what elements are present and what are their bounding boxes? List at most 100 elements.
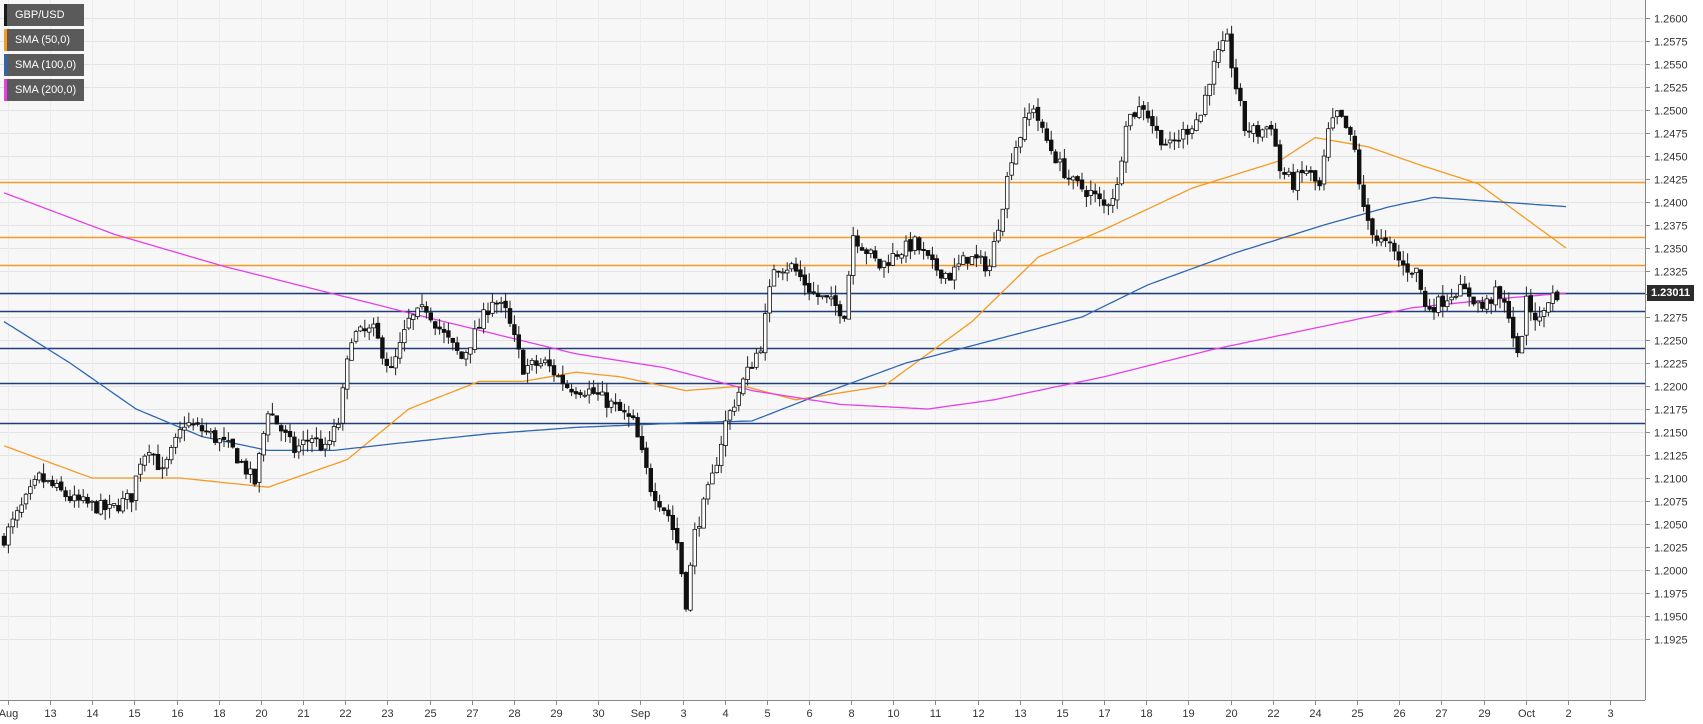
candle xyxy=(424,301,429,319)
candle-body xyxy=(415,307,420,317)
candle xyxy=(1471,296,1476,307)
candle-body xyxy=(622,410,627,413)
candle xyxy=(622,403,627,420)
candle xyxy=(1084,185,1089,207)
candle-body xyxy=(859,247,865,251)
candle xyxy=(340,384,345,431)
candle xyxy=(14,506,20,528)
candle xyxy=(437,318,442,335)
candle-body xyxy=(1537,316,1542,322)
legend-item-sma200[interactable]: SMA (200,0) xyxy=(4,79,85,101)
candle xyxy=(767,279,772,323)
candle xyxy=(292,431,297,459)
candle-body xyxy=(1229,33,1234,69)
candle-body xyxy=(353,331,359,342)
candle-body xyxy=(974,254,979,259)
candle-body xyxy=(1057,158,1063,163)
candle-body xyxy=(98,500,103,515)
candle-body xyxy=(802,274,807,286)
candle xyxy=(789,261,794,272)
candle-body xyxy=(446,330,451,338)
candle xyxy=(120,490,125,514)
candle xyxy=(252,468,257,487)
candle xyxy=(749,361,755,369)
y-tick-label: 1.1950 xyxy=(1654,612,1688,624)
candle-body xyxy=(631,415,636,419)
legend-item-gbpusd[interactable]: GBP/USD xyxy=(4,4,85,26)
candle-body xyxy=(512,324,517,336)
candle-body xyxy=(318,438,323,451)
candle xyxy=(1511,306,1516,348)
candle xyxy=(1031,105,1036,119)
candle-body xyxy=(824,295,829,298)
y-tick-label: 1.2450 xyxy=(1654,152,1688,164)
candle-body xyxy=(881,260,887,268)
candle-body xyxy=(336,423,341,429)
candle-body xyxy=(19,504,24,513)
candle-body xyxy=(701,498,706,529)
y-tick-label: 1.2325 xyxy=(1654,267,1688,279)
candle xyxy=(1229,25,1234,78)
candle xyxy=(1409,271,1415,279)
candle xyxy=(204,422,209,436)
candle-body xyxy=(120,497,125,512)
candle xyxy=(1110,188,1115,214)
y-tick-label: 1.2250 xyxy=(1654,336,1688,348)
candle-body xyxy=(1379,238,1384,243)
candle-body xyxy=(1145,110,1151,119)
candle xyxy=(177,421,183,443)
candle-body xyxy=(454,342,460,351)
candle-body xyxy=(961,255,966,265)
candle-body xyxy=(261,433,266,456)
candle-body xyxy=(978,255,983,258)
candle xyxy=(151,452,156,466)
candle xyxy=(908,232,913,260)
candle xyxy=(358,325,363,333)
candle-body xyxy=(1374,235,1379,241)
candle xyxy=(164,456,169,477)
candle xyxy=(723,410,728,457)
candle xyxy=(1251,123,1256,143)
legend-swatch xyxy=(4,79,7,101)
candle-body xyxy=(59,481,64,491)
candle-body xyxy=(785,269,790,274)
support-resistance-lines xyxy=(0,181,1645,425)
legend-item-sma50[interactable]: SMA (50,0) xyxy=(4,29,85,51)
candle-body xyxy=(1194,119,1199,131)
candle xyxy=(626,405,631,428)
candle xyxy=(67,489,73,504)
candle-body xyxy=(987,265,992,271)
candle xyxy=(142,453,147,472)
candle xyxy=(978,250,983,265)
x-tick-label: 16 xyxy=(171,708,183,720)
candle-body xyxy=(138,463,143,475)
candle xyxy=(1352,130,1357,153)
candle-body xyxy=(807,282,812,293)
candle xyxy=(692,522,697,575)
candle-body xyxy=(1405,263,1410,273)
candle-body xyxy=(890,253,895,266)
candle xyxy=(732,399,737,416)
candle xyxy=(212,427,218,446)
candle xyxy=(631,409,636,421)
candle xyxy=(1115,177,1120,209)
candle-body xyxy=(274,415,279,425)
legend-label: GBP/USD xyxy=(15,9,65,21)
candle xyxy=(991,232,997,268)
candle xyxy=(1097,186,1102,207)
candle xyxy=(472,320,477,354)
candle-body xyxy=(129,493,134,503)
legend-item-sma100[interactable]: SMA (100,0) xyxy=(4,54,85,76)
candlesticks xyxy=(1,25,1560,612)
candle-body xyxy=(1317,180,1322,187)
candle xyxy=(45,479,51,484)
candle-body xyxy=(296,445,301,453)
candle-body xyxy=(322,443,328,450)
candle-body xyxy=(736,391,741,406)
x-tick-label: Oct xyxy=(1518,708,1535,720)
y-axis: 1.2600 1.2575 1.2550 1.2525 1.2500 1.2475 1.24… xyxy=(1645,14,1688,647)
y-tick-label: 1.2200 xyxy=(1654,382,1688,394)
candle xyxy=(1541,307,1547,328)
candle-body xyxy=(688,564,693,611)
